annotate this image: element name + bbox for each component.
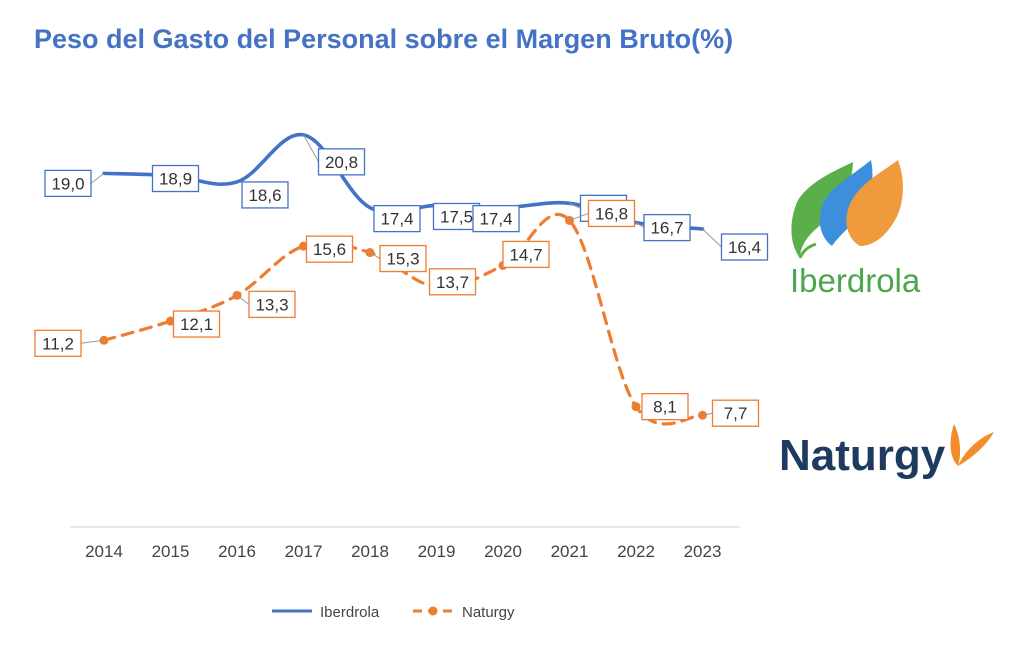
- data-label-text: 17,4: [380, 210, 413, 229]
- x-tick-label: 2014: [85, 542, 123, 561]
- data-label-iberdrola: 17,4: [373, 204, 421, 233]
- iberdrola-blue-leaf-icon: [819, 160, 873, 246]
- iberdrola-orange-leaf-icon: [846, 160, 903, 246]
- x-tick-label: 2017: [285, 542, 323, 561]
- data-label-naturgy: 13,7: [428, 268, 477, 296]
- data-label-text: 14,7: [509, 245, 542, 264]
- naturgy-butterfly-left-wing-icon: [950, 424, 961, 466]
- data-label-text: 18,9: [159, 170, 192, 189]
- data-label-iberdrola: 17,5: [432, 202, 481, 231]
- x-tick-label: 2018: [351, 542, 389, 561]
- data-point-naturgy: [299, 241, 308, 251]
- data-point-naturgy: [631, 402, 641, 412]
- legend-iberdrola-label: Iberdrola: [320, 604, 380, 621]
- data-label-naturgy: 8,1: [641, 392, 689, 421]
- x-tick-label: 2019: [418, 542, 456, 561]
- data-label-text: 16,4: [728, 238, 761, 257]
- data-label-iberdrola: 20,8: [303, 134, 366, 176]
- x-tick-label: 2020: [484, 542, 522, 561]
- legend: Iberdrola Naturgy: [272, 604, 515, 621]
- iberdrola-logo: Iberdrola: [790, 160, 921, 299]
- data-label-naturgy: 16,8: [569, 199, 636, 228]
- data-label-naturgy: 7,7: [702, 399, 760, 427]
- x-tick-label: 2021: [551, 542, 589, 561]
- data-label-naturgy: 11,2: [34, 329, 105, 357]
- data-label-naturgy: 14,7: [502, 240, 550, 269]
- data-label-naturgy: 15,3: [369, 244, 427, 273]
- legend-naturgy-label: Naturgy: [462, 604, 515, 621]
- x-tick-label: 2022: [617, 542, 655, 561]
- x-tick-labels: 2014 2015 2016 2017 2018 2019 2020 2021 2022 2023: [85, 542, 721, 561]
- data-label-iberdrola: 18,9: [151, 164, 200, 193]
- iberdrola-logo-text: Iberdrola: [790, 262, 921, 299]
- data-label-iberdrola: 18,6: [241, 181, 289, 209]
- data-label-naturgy: 12,1: [172, 310, 221, 338]
- x-tick-label: 2023: [684, 542, 722, 561]
- data-label-text: 15,3: [386, 250, 419, 269]
- data-label-text: 11,2: [42, 334, 74, 353]
- data-label-iberdrola: 16,4: [702, 228, 769, 261]
- data-label-iberdrola: 16,7: [635, 213, 691, 242]
- naturgy-logo-text: Naturgy: [779, 431, 946, 480]
- data-label-text: 15,6: [313, 240, 346, 259]
- data-labels: 19,018,918,620,817,417,517,417,616,716,4…: [34, 134, 769, 427]
- data-label-naturgy: 13,3: [236, 290, 296, 319]
- x-tick-label: 2015: [152, 542, 190, 561]
- data-label-iberdrola: 17,4: [472, 204, 520, 233]
- data-label-text: 17,4: [479, 210, 512, 229]
- data-label-text: 13,7: [436, 273, 469, 292]
- data-label-iberdrola: 19,0: [44, 169, 105, 198]
- data-label-text: 16,8: [595, 204, 628, 223]
- data-label-text: 7,7: [724, 404, 748, 423]
- chart-title: Peso del Gasto del Personal sobre el Mar…: [34, 24, 733, 54]
- data-label-text: 19,0: [51, 174, 84, 193]
- data-label-text: 18,6: [248, 186, 281, 205]
- naturgy-logo: Naturgy: [779, 424, 994, 480]
- data-label-text: 13,3: [255, 295, 288, 314]
- naturgy-butterfly-right-wing-icon: [958, 432, 994, 466]
- data-point-naturgy: [166, 316, 175, 326]
- data-label-text: 12,1: [180, 315, 213, 334]
- data-label-text: 17,5: [440, 207, 473, 226]
- legend-naturgy-marker: [428, 606, 438, 616]
- x-tick-label: 2016: [218, 542, 256, 561]
- data-label-text: 20,8: [325, 153, 358, 172]
- data-label-text: 16,7: [650, 219, 683, 238]
- data-label-text: 8,1: [653, 398, 677, 417]
- data-label-naturgy: 15,6: [305, 235, 354, 263]
